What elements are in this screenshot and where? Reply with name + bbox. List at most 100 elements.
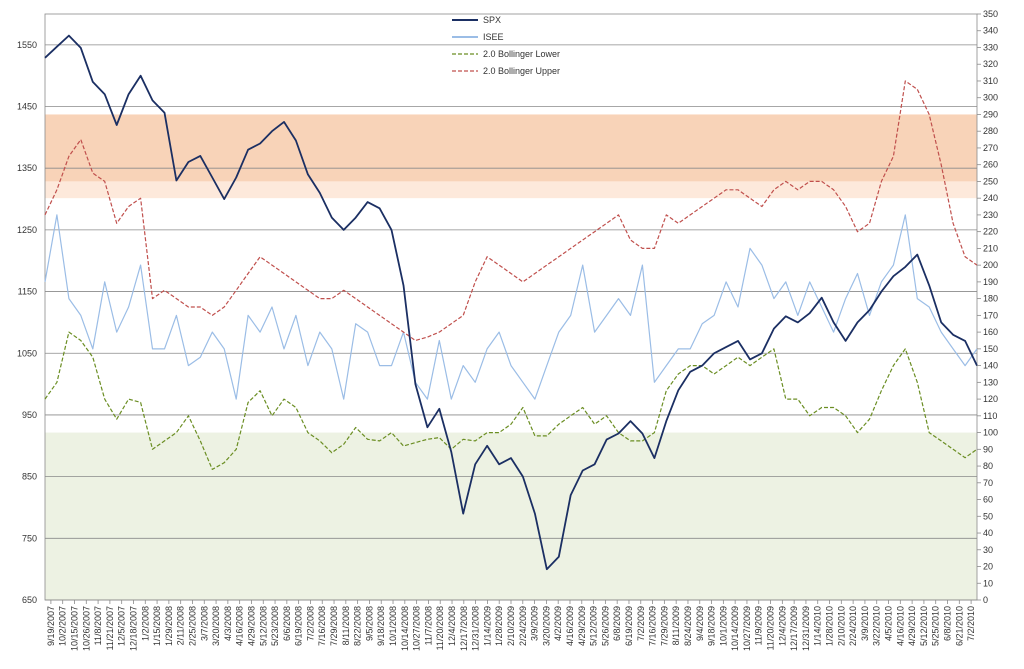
right-tick-label: 10 xyxy=(983,578,993,588)
right-tick-label: 270 xyxy=(983,143,998,153)
upper-band-dark xyxy=(45,114,977,182)
left-tick-label: 1550 xyxy=(17,40,37,50)
x-tick-label: 10/26/2007 xyxy=(81,606,91,651)
x-tick-label: 12/18/2007 xyxy=(128,606,138,651)
x-tick-label: 5/12/2009 xyxy=(589,606,599,646)
right-tick-label: 210 xyxy=(983,243,998,253)
x-tick-label: 8/22/2008 xyxy=(353,606,363,646)
right-tick-label: 280 xyxy=(983,126,998,136)
x-tick-label: 11/9/2009 xyxy=(754,606,764,645)
x-tick-label: 7/2/2009 xyxy=(636,606,646,641)
x-tick-label: 5/12/2010 xyxy=(919,606,929,646)
x-tick-label: 5/25/2010 xyxy=(931,606,941,646)
x-tick-label: 11/20/2009 xyxy=(766,606,776,650)
right-tick-label: 350 xyxy=(983,9,998,19)
right-tick-label: 180 xyxy=(983,294,998,304)
right-tick-label: 90 xyxy=(983,444,993,454)
x-tick-label: 1/29/2008 xyxy=(164,606,174,646)
x-tick-label: 8/24/2009 xyxy=(683,606,693,646)
x-tick-label: 4/2/2009 xyxy=(553,606,563,641)
right-tick-label: 100 xyxy=(983,428,998,438)
x-tick-label: 12/31/2009 xyxy=(801,606,811,651)
x-tick-label: 7/2/2008 xyxy=(305,606,315,641)
x-tick-label: 9/18/2009 xyxy=(707,606,717,646)
right-tick-label: 20 xyxy=(983,562,993,572)
right-tick-label: 160 xyxy=(983,327,998,337)
x-tick-label: 7/2/2010 xyxy=(966,606,976,641)
right-tick-label: 50 xyxy=(983,511,993,521)
left-tick-label: 850 xyxy=(22,472,37,482)
x-tick-label: 2/25/2008 xyxy=(187,606,197,646)
left-tick-label: 1450 xyxy=(17,102,37,112)
series-layer xyxy=(44,34,978,571)
left-tick-label: 1150 xyxy=(18,287,37,297)
right-tick-label: 80 xyxy=(983,461,993,471)
x-tick-label: 4/5/2010 xyxy=(884,606,894,641)
x-tick-label: 3/20/2008 xyxy=(211,606,221,646)
x-tick-label: 6/19/2009 xyxy=(624,606,634,646)
x-tick-label: 10/27/2008 xyxy=(412,606,422,651)
x-tick-label: 8/11/2009 xyxy=(671,606,681,645)
x-tick-label: 10/27/2009 xyxy=(742,606,752,651)
x-tick-label: 12/4/2009 xyxy=(777,606,787,646)
right-tick-label: 170 xyxy=(983,310,998,320)
right-tick-label: 290 xyxy=(983,109,998,119)
x-tick-label: 6/19/2008 xyxy=(294,606,304,646)
right-tick-label: 130 xyxy=(983,377,998,387)
x-tick-label: 2/11/2008 xyxy=(176,606,186,645)
right-tick-label: 240 xyxy=(983,193,998,203)
right-tick-label: 0 xyxy=(983,595,988,605)
right-tick-label: 230 xyxy=(983,210,998,220)
x-tick-label: 6/8/2010 xyxy=(943,606,953,641)
x-tick-label: 4/16/2010 xyxy=(895,606,905,646)
right-tick-label: 260 xyxy=(983,160,998,170)
series-line-2-0-bollinger-upper xyxy=(44,80,978,342)
x-tick-label: 1/14/2010 xyxy=(813,606,823,646)
x-tick-label: 6/6/2008 xyxy=(282,606,292,641)
x-tick-label: 10/2/2007 xyxy=(58,606,68,646)
x-tick-label: 4/16/2008 xyxy=(235,606,245,646)
x-tick-label: 8/11/2008 xyxy=(341,606,351,645)
shaded-bands xyxy=(45,114,977,600)
right-tick-label: 30 xyxy=(983,545,993,555)
right-tick-label: 330 xyxy=(983,42,998,52)
right-tick-label: 120 xyxy=(983,394,998,404)
x-tick-label: 11/20/2008 xyxy=(435,606,445,650)
left-tick-label: 1250 xyxy=(17,225,37,235)
x-tick-label: 9/18/2008 xyxy=(376,606,386,646)
x-tick-label: 3/9/2009 xyxy=(530,606,540,641)
legend: SPX ISEE 2.0 Bollinger Lower 2.0 Bollinger … xyxy=(452,15,560,76)
left-tick-label: 1050 xyxy=(17,348,37,358)
x-tick-label: 1/28/2009 xyxy=(494,606,504,646)
right-tick-label: 220 xyxy=(983,227,998,237)
series-line-isee xyxy=(44,214,978,400)
x-tick-label: 4/3/2008 xyxy=(223,606,233,641)
series-line-2-0-bollinger-lower xyxy=(44,331,978,470)
x-tick-label: 5/12/2008 xyxy=(258,606,268,646)
left-tick-label: 750 xyxy=(22,533,37,543)
x-tick-label: 4/29/2008 xyxy=(246,606,256,646)
legend-label: ISEE xyxy=(483,32,504,42)
x-tick-label: 3/7/2008 xyxy=(199,606,209,641)
x-tick-label: 4/16/2009 xyxy=(565,606,575,646)
right-tick-label: 200 xyxy=(983,260,998,270)
x-tick-label: 7/29/2009 xyxy=(659,606,669,646)
right-tick-label: 300 xyxy=(983,93,998,103)
x-tick-label: 7/29/2008 xyxy=(329,606,339,646)
x-tick-label: 12/5/2007 xyxy=(117,606,127,646)
x-tick-label: 5/23/2008 xyxy=(270,606,280,646)
x-tick-label: 2/24/2009 xyxy=(518,606,528,646)
right-tick-label: 320 xyxy=(983,59,998,69)
x-tick-label: 7/16/2009 xyxy=(648,606,658,646)
right-tick-label: 150 xyxy=(983,344,998,354)
left-y-axis: 650 750 850 950 1050 1150 1250 1350 1450 1550 xyxy=(17,40,37,605)
x-tick-label: 1/2/2008 xyxy=(140,606,150,641)
x-tick-label: 11/8/2007 xyxy=(93,606,103,645)
right-tick-label: 190 xyxy=(983,277,998,287)
x-tick-label: 12/17/2009 xyxy=(789,606,799,651)
x-tick-label: 10/14/2009 xyxy=(730,606,740,651)
x-tick-label: 2/10/2010 xyxy=(836,606,846,646)
series-line-spx xyxy=(44,34,978,571)
x-tick-label: 4/29/2009 xyxy=(577,606,587,646)
